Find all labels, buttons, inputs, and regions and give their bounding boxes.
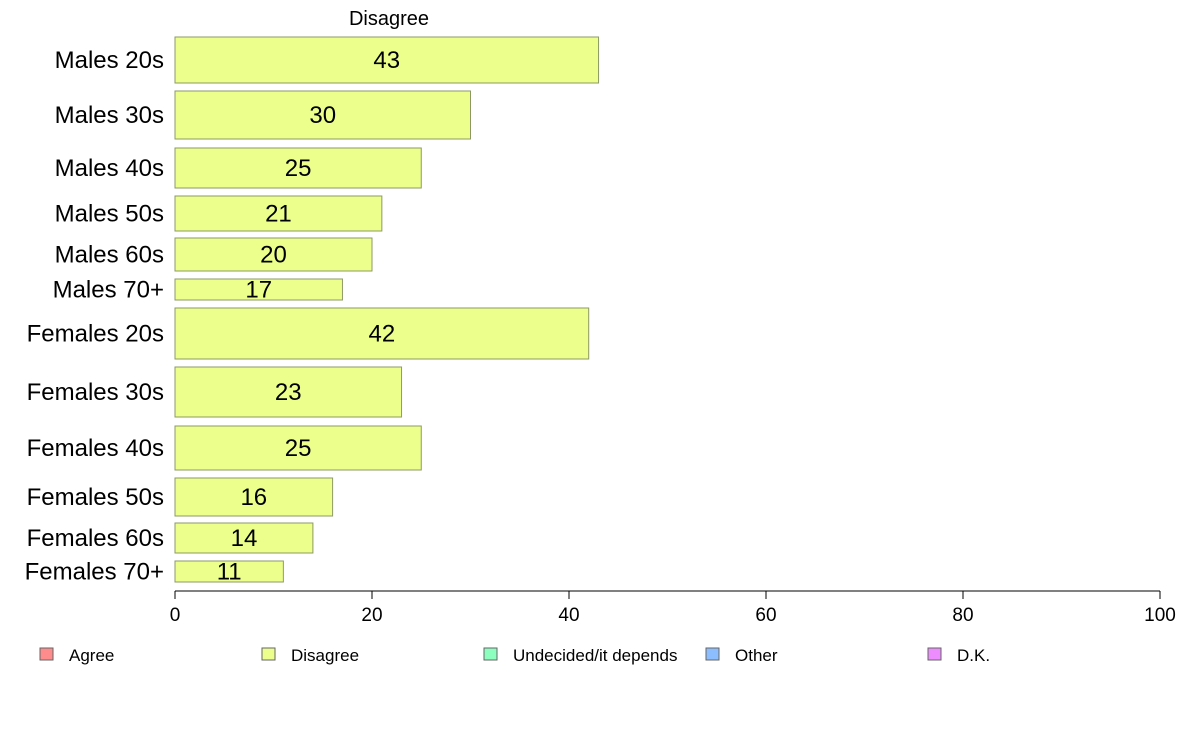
bar-males-60s [174,237,373,272]
data-label: 43 [373,47,400,74]
data-label: 20 [260,242,287,269]
x-tick-label: 0 [170,605,181,626]
data-label: 16 [240,484,267,511]
legend-label: Agree [69,646,114,665]
category-label: Females 60s [27,525,164,552]
bar-males-50s [174,195,383,232]
legend-label: Other [735,646,778,665]
legend-swatch [927,647,942,661]
category-label: Males 50s [55,201,164,228]
x-tick-label: 40 [558,605,579,626]
category-label: Females 40s [27,435,164,462]
category-label: Males 20s [55,47,164,74]
data-label: 25 [285,155,312,182]
data-label: 14 [231,525,258,552]
bar-males-30s [174,90,471,140]
x-axis: 0 20 40 60 80 100 [170,590,1176,626]
chart-title: Disagree [349,8,429,30]
legend-swatch [483,647,498,661]
category-label: Females 20s [27,321,164,348]
x-tick-label: 60 [755,605,776,626]
data-label: 42 [368,321,395,348]
bars-group: Males 20s 43 Males 30s 30 Males 40s 25 Males 5… [25,36,600,586]
bar-males-20s [174,36,600,84]
data-label: 17 [245,277,272,304]
category-label: Males 70+ [53,277,164,304]
bar-females-30s [174,366,403,418]
category-label: Females 70+ [25,559,164,586]
legend-swatch [261,647,276,661]
category-label: Females 50s [27,484,164,511]
data-label: 21 [265,201,292,228]
data-label: 11 [217,559,242,586]
bar-females-60s [174,522,314,554]
legend-label: D.K. [957,646,990,665]
data-label: 30 [309,102,336,129]
legend-swatch [39,647,54,661]
x-tick-label: 20 [361,605,382,626]
bar-males-40s [174,147,422,189]
bar-females-50s [174,477,334,517]
data-label: 23 [275,379,302,406]
bar-females-40s [174,425,422,471]
bar-females-70 [174,560,284,583]
data-label: 25 [285,435,312,462]
x-tick-label: 100 [1144,605,1176,626]
bar-males-70 [174,278,343,301]
legend: Agree Disagree Undecided/it depends Other D.… [39,646,990,665]
x-tick-label: 80 [952,605,973,626]
legend-swatch [705,647,720,661]
category-label: Males 60s [55,242,164,269]
bar-females-20s [174,307,590,360]
legend-label: Disagree [291,646,359,665]
category-label: Males 30s [55,102,164,129]
category-label: Males 40s [55,155,164,182]
category-label: Females 30s [27,379,164,406]
legend-label: Undecided/it depends [513,646,677,665]
